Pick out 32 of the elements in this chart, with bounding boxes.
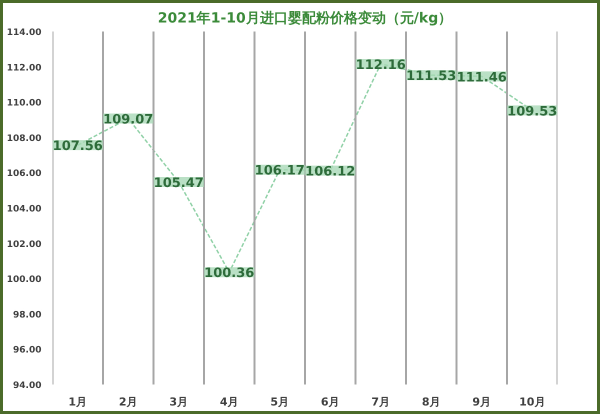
- x-tick-label: 6月: [320, 396, 340, 408]
- x-tick-label: 2月: [118, 396, 138, 408]
- y-tick-label: 114.00: [6, 28, 42, 38]
- y-tick-label: 106.00: [6, 169, 42, 180]
- data-label: 107.56: [52, 139, 103, 154]
- data-label: 109.53: [507, 104, 558, 120]
- x-tick-label: 8月: [422, 396, 441, 408]
- x-tick-label: 4月: [220, 396, 239, 408]
- y-tick-label: 104.00: [6, 204, 42, 214]
- data-label: 111.46: [456, 70, 507, 86]
- x-tick-label: 10月: [519, 396, 546, 408]
- y-tick-label: 110.00: [6, 98, 42, 109]
- y-tick-label: 94.00: [13, 381, 42, 391]
- y-tick-label: 98.00: [13, 310, 42, 320]
- data-label: 106.17: [254, 164, 305, 179]
- data-label: 100.36: [204, 266, 254, 282]
- y-tick-label: 112.00: [6, 63, 42, 74]
- data-label: 109.07: [103, 112, 154, 128]
- data-label: 112.16: [356, 58, 406, 73]
- y-tick-label: 100.00: [6, 275, 42, 286]
- y-tick-label: 108.00: [6, 134, 42, 144]
- y-tick-label: 96.00: [13, 346, 42, 356]
- data-label: 106.12: [305, 164, 356, 180]
- x-tick-label: 5月: [270, 396, 290, 408]
- x-tick-label: 1月: [68, 396, 88, 408]
- chart-title: 2021年1-10月进口婴配粉价格变动（元/kg）: [158, 10, 452, 26]
- data-label: 105.47: [154, 176, 204, 192]
- data-label: 111.53: [406, 69, 456, 84]
- x-tick-label: 3月: [169, 396, 188, 408]
- x-tick-label: 7月: [371, 396, 390, 408]
- x-tick-label: 9月: [472, 396, 492, 408]
- y-tick-label: 102.00: [6, 240, 42, 250]
